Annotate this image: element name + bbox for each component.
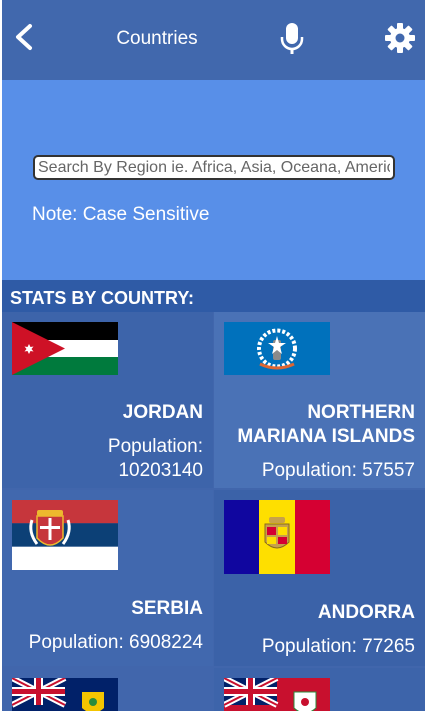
stats-heading: STATS BY COUNTRY: — [2, 280, 425, 312]
country-population: Population: 6908224 — [28, 632, 203, 653]
country-card-jordan[interactable]: JORDAN Population: 10203140 — [2, 312, 213, 488]
jordan-flag-icon — [12, 322, 118, 375]
country-name: ANDORRA — [317, 602, 415, 623]
region-search-input[interactable] — [33, 155, 395, 180]
northern-mariana-islands-flag-icon — [224, 322, 330, 375]
country-population: Population: 57557 — [261, 460, 415, 481]
page-title: Countries — [116, 28, 198, 49]
country-name: JORDAN — [122, 402, 203, 423]
search-note: Note: Case Sensitive — [32, 204, 210, 225]
andorra-flag-icon — [224, 500, 330, 574]
country-name: NORTHERN MARIANA ISLANDS — [237, 402, 415, 447]
country-card-turks-and-caicos[interactable] — [2, 668, 213, 711]
country-population: Population: 77265 — [261, 636, 415, 657]
country-population: Population: 10203140 — [107, 436, 203, 481]
serbia-flag-icon — [12, 500, 118, 570]
country-card-bermuda[interactable] — [214, 668, 425, 711]
bermuda-flag-icon — [224, 678, 330, 711]
gear-icon[interactable] — [384, 22, 416, 54]
country-card-andorra[interactable]: ANDORRA Population: 77265 — [214, 490, 425, 666]
country-name: SERBIA — [131, 598, 203, 619]
country-card-northern-mariana-islands[interactable]: NORTHERN MARIANA ISLANDS Population: 575… — [214, 312, 425, 488]
search-panel: Note: Case Sensitive — [2, 80, 425, 280]
microphone-icon[interactable] — [279, 22, 305, 56]
country-card-serbia[interactable]: SERBIA Population: 6908224 — [2, 490, 213, 666]
top-app-bar: Countries — [2, 0, 425, 80]
back-icon[interactable] — [10, 20, 40, 54]
turks-and-caicos-flag-icon — [12, 678, 118, 711]
